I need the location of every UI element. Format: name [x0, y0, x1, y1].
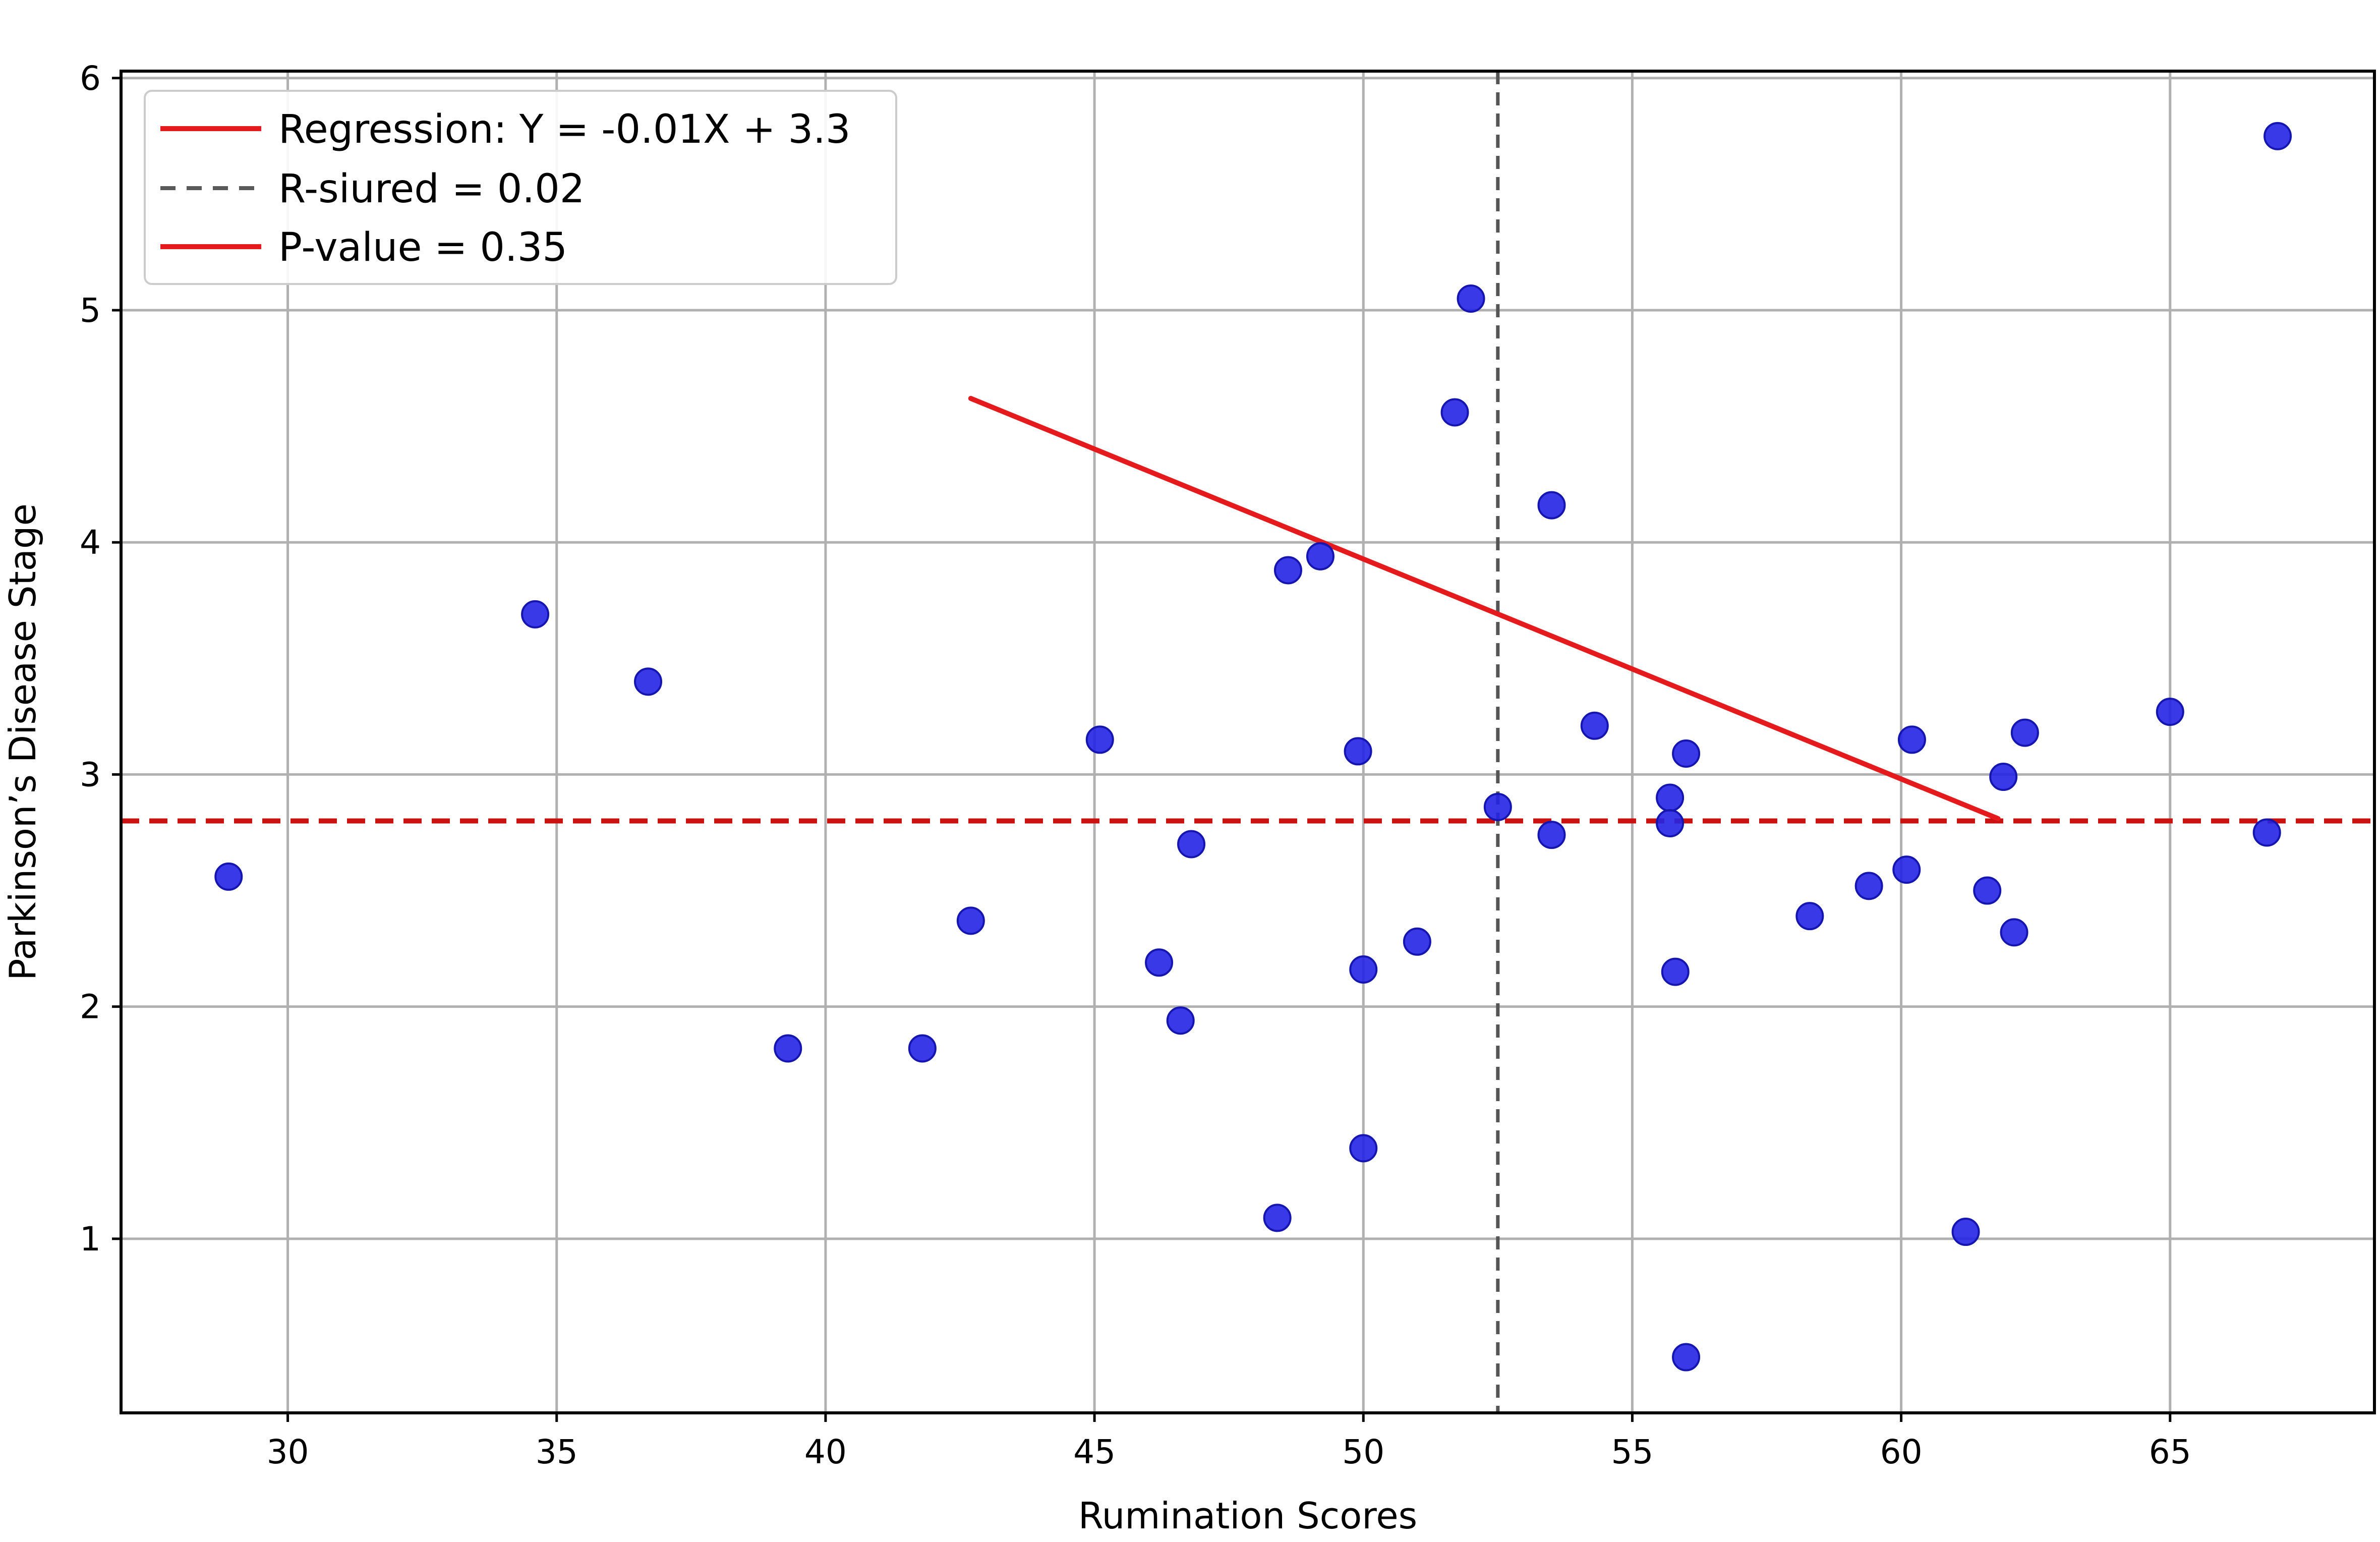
data-point — [774, 1034, 802, 1063]
data-point — [634, 667, 663, 696]
data-point — [1795, 902, 1824, 931]
data-point — [1537, 821, 1566, 849]
y-tick-label: 5 — [80, 291, 101, 330]
data-point — [1854, 872, 1883, 900]
data-point — [908, 1034, 937, 1063]
data-point — [1344, 737, 1372, 766]
legend-label-r-squared: R-siured = 0.02 — [278, 166, 585, 212]
data-point — [1349, 955, 1378, 984]
legend: Regression: Y = -0.01X + 3.3 R-siured = … — [144, 90, 897, 285]
data-point — [1892, 855, 1921, 884]
data-point — [521, 600, 550, 629]
data-point — [2000, 918, 2028, 947]
data-point — [1166, 1006, 1195, 1035]
x-tick-label: 40 — [804, 1433, 847, 1471]
regression-layer — [968, 395, 2001, 821]
data-point — [1306, 542, 1334, 570]
y-tick-label: 4 — [80, 523, 101, 562]
data-point — [1145, 948, 1174, 977]
plot-background — [121, 71, 2374, 1413]
data-point — [1989, 763, 2018, 791]
x-tick-label: 30 — [267, 1433, 309, 1471]
data-point — [1661, 957, 1690, 986]
regression-line — [968, 395, 2001, 821]
data-point — [1580, 711, 1609, 740]
data-point — [214, 862, 243, 891]
data-point — [1897, 725, 1926, 754]
data-point — [1273, 556, 1302, 585]
legend-label-regression: Regression: Y = -0.01X + 3.3 — [278, 107, 851, 152]
y-axis-title: Parkinson’s Disease Stage — [2, 503, 44, 981]
data-point — [1349, 1134, 1378, 1163]
data-point — [1672, 739, 1701, 768]
data-point — [1403, 927, 1431, 956]
data-point — [1177, 830, 1206, 859]
x-tick-label: 35 — [536, 1433, 578, 1471]
data-point — [1973, 876, 2002, 905]
data-point — [1483, 792, 1512, 821]
data-point — [1656, 783, 1685, 812]
data-point — [1440, 398, 1469, 427]
data-point — [1656, 809, 1685, 838]
data-point — [1672, 1343, 1701, 1372]
data-points — [214, 122, 2292, 1372]
x-axis-title: Rumination Scores — [1078, 1495, 1417, 1537]
data-point — [2263, 122, 2292, 150]
data-point — [1263, 1204, 1292, 1232]
legend-box — [144, 90, 897, 285]
legend-label-p-value: P-value = 0.35 — [278, 225, 567, 270]
x-tick-label: 45 — [1073, 1433, 1116, 1471]
y-tick-label: 6 — [80, 59, 101, 98]
y-tick-label: 2 — [80, 988, 101, 1026]
plot-frame — [120, 70, 2376, 1414]
data-point — [2252, 818, 2281, 847]
data-point — [2010, 718, 2039, 747]
y-tick-label: 3 — [80, 755, 101, 794]
data-point — [2156, 698, 2184, 726]
data-point — [1457, 284, 1485, 313]
x-tick-label: 60 — [1880, 1433, 1923, 1471]
data-point — [956, 906, 985, 935]
data-point — [1085, 725, 1114, 754]
data-point — [1951, 1218, 1980, 1246]
x-tick-label: 55 — [1611, 1433, 1653, 1471]
x-tick-label: 65 — [2149, 1433, 2191, 1471]
x-tick-label: 50 — [1342, 1433, 1384, 1471]
data-point — [1537, 491, 1566, 520]
y-tick-label: 1 — [80, 1220, 101, 1259]
